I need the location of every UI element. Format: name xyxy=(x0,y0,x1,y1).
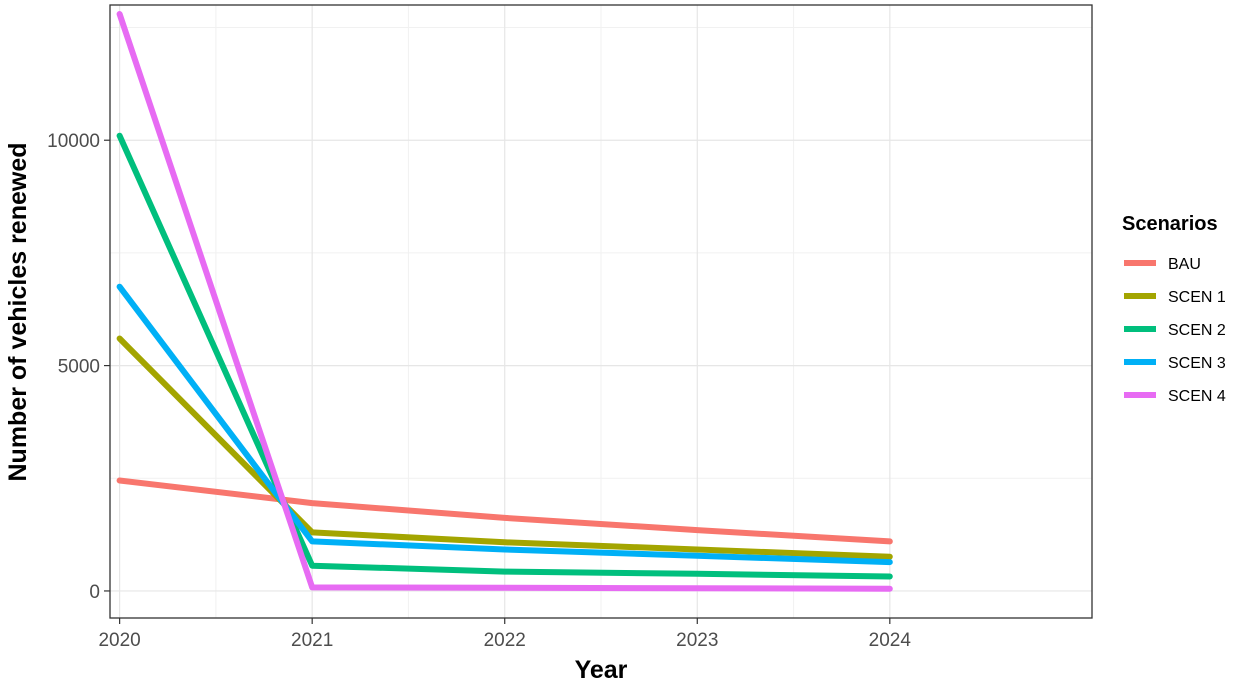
series-line-scen-2 xyxy=(116,132,893,580)
legend-label-scen-1: SCEN 1 xyxy=(1168,289,1226,306)
y-axis-title: Number of vehicles renewed xyxy=(4,142,32,481)
series-line-scen-3 xyxy=(116,283,893,566)
legend-title: Scenarios xyxy=(1122,213,1218,235)
y-axis: 0 5000 10000 xyxy=(47,131,110,603)
y-tick-label: 0 xyxy=(89,582,100,603)
y-tick-label: 10000 xyxy=(47,131,100,152)
series-line-scen-4 xyxy=(116,11,893,592)
x-axis-title: Year xyxy=(575,656,628,684)
legend: Scenarios BAU SCEN 1 SCEN 2 SCEN 3 SCEN 4 xyxy=(1122,213,1226,405)
legend-label-scen-2: SCEN 2 xyxy=(1168,322,1226,339)
x-tick-label: 2024 xyxy=(869,630,912,651)
x-tick-label: 2021 xyxy=(291,630,333,651)
legend-label-scen-4: SCEN 4 xyxy=(1168,388,1226,405)
legend-label-bau: BAU xyxy=(1168,256,1201,273)
y-tick-label: 5000 xyxy=(58,357,100,378)
x-tick-label: 2020 xyxy=(98,630,140,651)
series-line-bau xyxy=(116,477,893,545)
series-line-scen-1 xyxy=(116,335,893,560)
x-tick-label: 2022 xyxy=(484,630,526,651)
legend-label-scen-3: SCEN 3 xyxy=(1168,355,1226,372)
x-tick-label: 2023 xyxy=(676,630,718,651)
plot-border xyxy=(109,4,1093,619)
series-lines xyxy=(116,11,893,592)
x-axis: 2020 2021 2022 2023 2024 xyxy=(98,618,911,651)
